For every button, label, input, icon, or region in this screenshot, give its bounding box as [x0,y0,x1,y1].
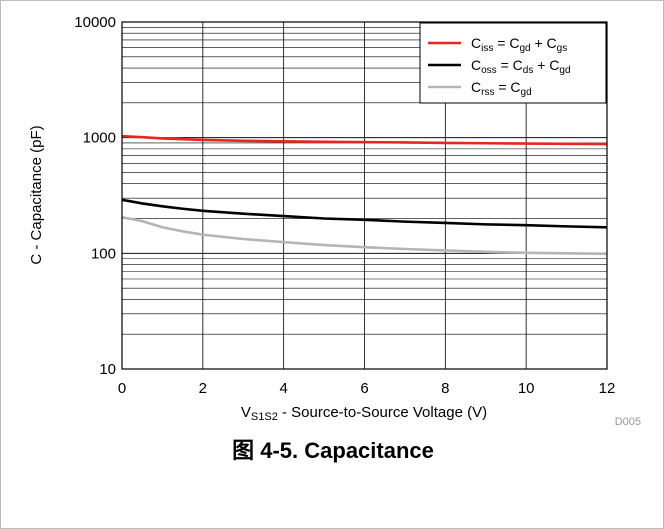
figure-code: D005 [615,416,641,428]
figure-caption: 图 4-5. Capacitance [1,433,664,465]
y-tick-label: 10000 [74,14,116,31]
x-tick-labels: 0 2 4 6 8 10 12 [118,380,616,397]
x-tick-label: 8 [441,380,449,397]
x-tick-label: 0 [118,380,126,397]
x-tick-label: 6 [360,380,368,397]
x-tick-label: 12 [599,380,616,397]
x-axis-label-main: V [241,404,251,421]
y-tick-label: 100 [91,245,116,262]
x-axis-label-subscript: S1S2 [251,411,278,423]
y-axis-label: C - Capacitance (pF) [28,125,45,264]
x-tick-label: 10 [518,380,535,397]
x-tick-label: 4 [279,380,287,397]
x-tick-label: 2 [199,380,207,397]
x-axis-label-rest: - Source-to-Source Voltage (V) [278,404,487,421]
y-tick-label: 1000 [83,130,116,147]
y-tick-label: 10 [99,361,116,378]
x-axis-label: VS1S2 - Source-to-Source Voltage (V) [241,404,487,423]
y-tick-labels: 10 100 1000 10000 [74,14,116,378]
